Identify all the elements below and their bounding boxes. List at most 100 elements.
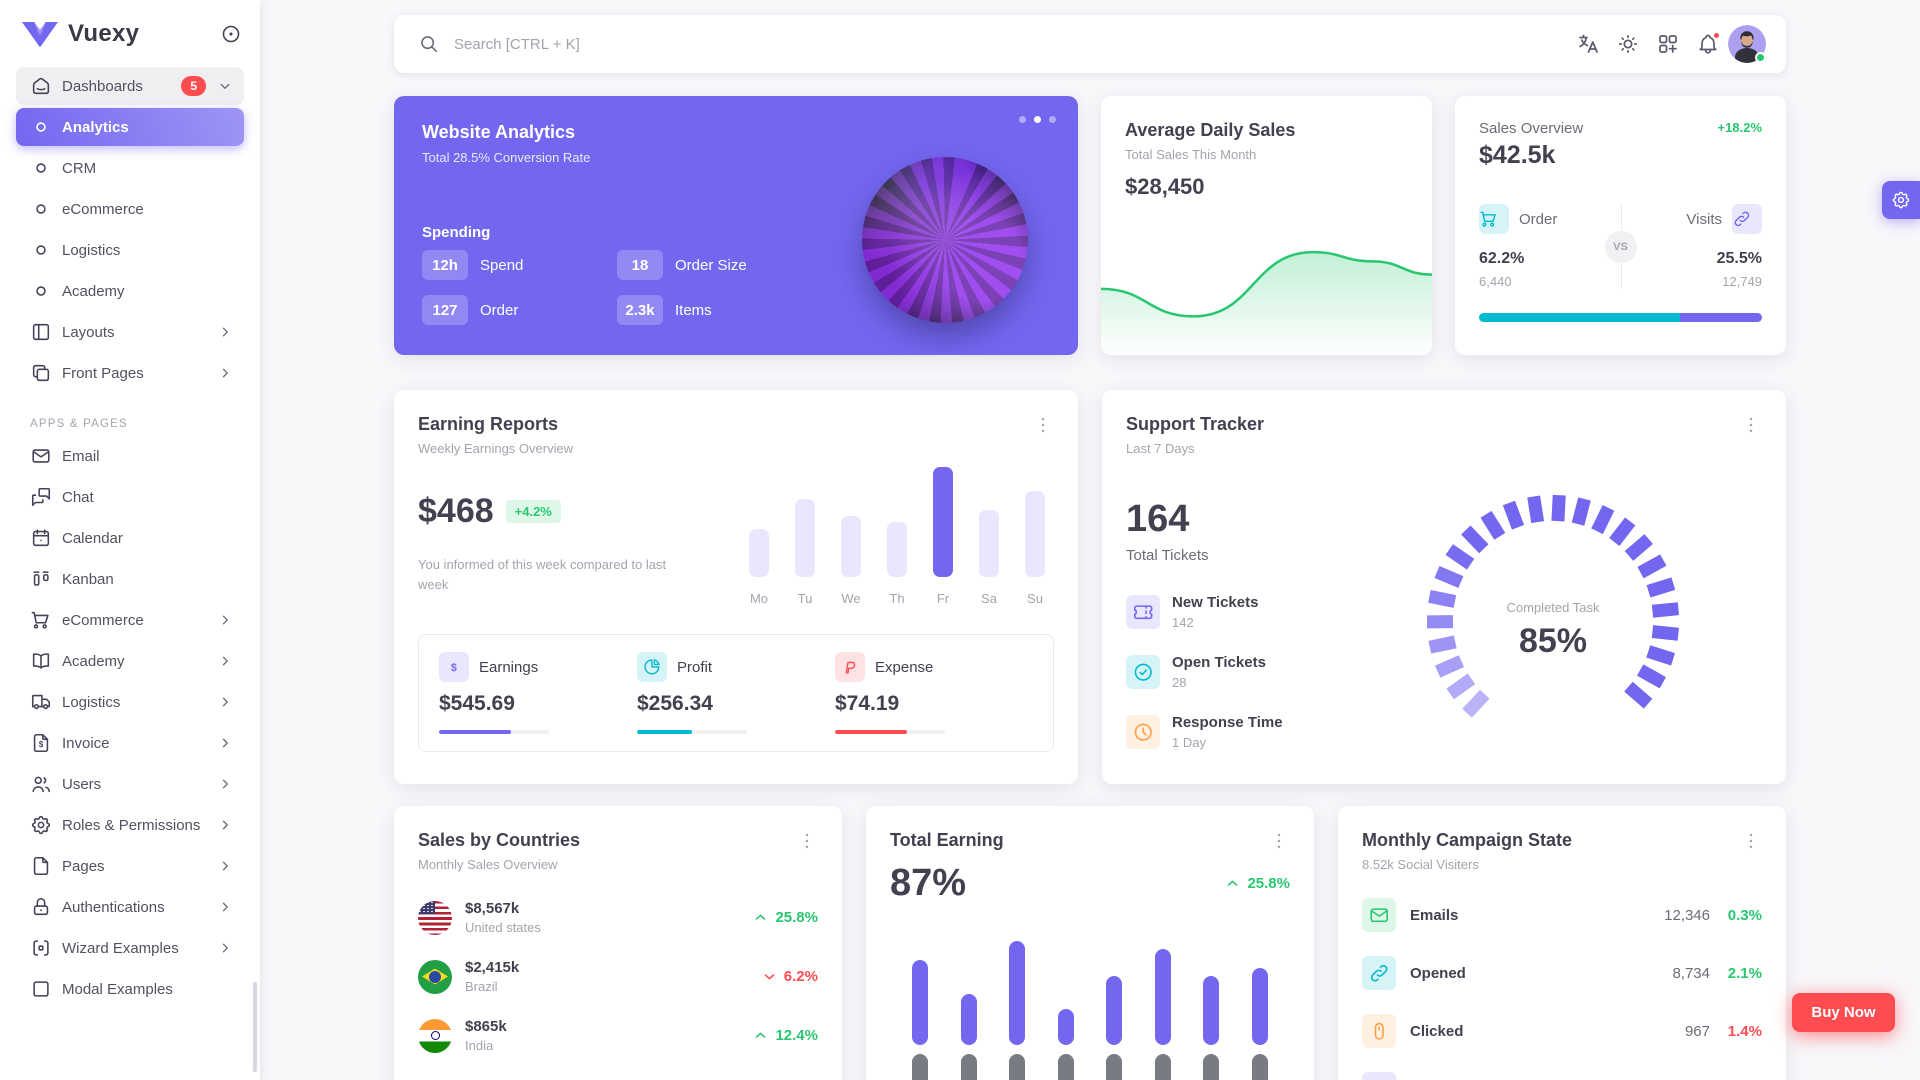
- campaign-stats-list: Emails 12,346 0.3% Opened 8,734 2.1% Cli: [1362, 898, 1762, 1048]
- te-bar-earning: [1203, 976, 1220, 1045]
- stat-value-chip: 12h: [422, 250, 468, 280]
- sidebar-item[interactable]: Logistics: [16, 231, 244, 269]
- card-title: Total Earning: [890, 830, 1004, 850]
- country-amount: $2,415k: [465, 959, 520, 976]
- er-bar-column: Tu: [794, 499, 816, 606]
- support-tracker-card: Support Tracker Last 7 Days 164 Total Ti…: [1102, 390, 1786, 784]
- sidebar-item[interactable]: Calendar: [16, 519, 244, 557]
- er-bar-column: Su: [1024, 491, 1046, 606]
- campaign-change: 1.4%: [1727, 1022, 1762, 1040]
- circle-icon: [30, 280, 52, 302]
- carousel-dot-active[interactable]: [1034, 116, 1041, 123]
- country-sales-row: $2,415k Brazil 6.2%: [418, 959, 818, 994]
- campaign-label: Clicked: [1410, 1022, 1464, 1040]
- sidebar-item[interactable]: Wizard Examples: [16, 929, 244, 967]
- sidebar-item[interactable]: Roles & Permissions: [16, 806, 244, 844]
- te-bar-earning: [1154, 949, 1171, 1045]
- sidebar-item[interactable]: Academy: [16, 272, 244, 310]
- chevron-right-icon: [216, 939, 234, 957]
- sidebar-scrollbar[interactable]: [253, 982, 257, 1072]
- kebab-menu-icon[interactable]: [1740, 414, 1762, 436]
- card-subtitle: Total Sales This Month: [1125, 147, 1257, 162]
- sidebar-item[interactable]: eCommerce: [16, 601, 244, 639]
- te-bar-column: [1009, 941, 1026, 1080]
- breakdown-label: Profit: [677, 658, 713, 676]
- theme-customizer-button[interactable]: [1882, 181, 1920, 219]
- carousel-dot[interactable]: [1019, 116, 1026, 123]
- navbar-icon-button[interactable]: [1656, 32, 1680, 56]
- chevron-right-icon: [216, 364, 234, 382]
- stat-label: Open Tickets: [1172, 654, 1266, 671]
- te-bar-expense: [1106, 1054, 1123, 1080]
- wizard-icon: [30, 937, 52, 959]
- kebab-menu-icon[interactable]: [1740, 830, 1762, 852]
- carousel-dot[interactable]: [1049, 116, 1056, 123]
- sidebar-item[interactable]: Dashboards 5: [16, 67, 244, 105]
- search-input[interactable]: [454, 35, 1576, 53]
- sidebar-item[interactable]: Email: [16, 437, 244, 475]
- bell-icon: [1696, 32, 1720, 56]
- card-title: Sales by Countries: [418, 830, 581, 850]
- navbar-actions: [1576, 31, 1721, 56]
- er-bar: [749, 529, 769, 577]
- navbar-icon-button[interactable]: [1576, 32, 1600, 56]
- sidebar-item[interactable]: Modal Examples: [16, 970, 244, 1008]
- earnings-change-badge: +4.2%: [505, 500, 561, 523]
- sidebar-item[interactable]: eCommerce: [16, 190, 244, 228]
- stat-value-chip: 2.3k: [617, 295, 663, 325]
- ticket-icon: [1126, 595, 1160, 629]
- user-avatar[interactable]: [1728, 25, 1766, 63]
- er-bar-column: Th: [886, 522, 908, 606]
- link-icon: [1732, 204, 1762, 234]
- stat-value: 28: [1172, 675, 1187, 690]
- circle-icon: [30, 239, 52, 261]
- gauge-label: Completed Task: [1506, 600, 1600, 615]
- breakdown-progress: [835, 730, 945, 734]
- spending-heading: Spending: [422, 224, 491, 241]
- order-visits-progress: [1479, 313, 1762, 322]
- sidebar-item[interactable]: Authentications: [16, 888, 244, 926]
- chevron-right-icon: [216, 857, 234, 875]
- er-bar: [933, 467, 953, 577]
- dashboard-row-1: Website Analytics Total 28.5% Conversion…: [394, 96, 1786, 355]
- stat-label: Order: [480, 301, 519, 319]
- navbar-icon-button[interactable]: [1616, 32, 1640, 56]
- chevron-down-icon: [216, 77, 234, 95]
- sidebar-item[interactable]: CRM: [16, 149, 244, 187]
- gauge-value: 85%: [1518, 622, 1588, 660]
- stat-value: 1 Day: [1172, 735, 1206, 750]
- kebab-menu-icon[interactable]: [1032, 414, 1054, 436]
- campaign-value: 12,346: [1664, 906, 1710, 924]
- sidebar-item[interactable]: Logistics: [16, 683, 244, 721]
- total-tickets-label: Total Tickets: [1126, 547, 1209, 564]
- sidebar-item[interactable]: $ Invoice: [16, 724, 244, 762]
- navbar-icon-button[interactable]: [1696, 31, 1721, 56]
- sun-icon: [1616, 32, 1640, 56]
- country-name: India: [465, 1038, 494, 1053]
- kebab-menu-icon[interactable]: [1268, 830, 1290, 852]
- spending-stat: 2.3k Items: [617, 295, 747, 325]
- er-bar-column: Sa: [978, 510, 1000, 606]
- sidebar-item[interactable]: Layouts: [16, 313, 244, 351]
- sidebar-item[interactable]: Front Pages: [16, 354, 244, 392]
- visits-percent: 25.5%: [1716, 250, 1762, 267]
- sidebar-item[interactable]: Academy: [16, 642, 244, 680]
- buy-now-button[interactable]: Buy Now: [1792, 993, 1895, 1032]
- te-bar-expense: [1057, 1054, 1074, 1080]
- sidebar-item[interactable]: Analytics: [16, 108, 244, 146]
- country-trend: 6.2%: [760, 967, 818, 986]
- country-sales-row: $8,567k United states 25.8%: [418, 900, 818, 935]
- sidebar-item[interactable]: Pages: [16, 847, 244, 885]
- weekly-earnings-bar-chart: Mo Tu We Th Fr Sa Su: [718, 466, 1054, 606]
- te-bar-expense: [1009, 1054, 1026, 1080]
- sidebar-item[interactable]: Users: [16, 765, 244, 803]
- card-subtitle: Total 28.5% Conversion Rate: [422, 150, 591, 165]
- sidebar-menu: Dashboards 5 Analytics CRM: [0, 58, 260, 1008]
- te-bar-column: [1154, 941, 1171, 1080]
- campaign-value: 967: [1684, 1022, 1710, 1040]
- kebab-menu-icon[interactable]: [796, 830, 818, 852]
- sidebar-item[interactable]: Chat: [16, 478, 244, 516]
- sidebar-item[interactable]: Kanban: [16, 560, 244, 598]
- country-amount: $865k: [465, 1018, 507, 1035]
- menu-pin-toggle[interactable]: [220, 23, 242, 45]
